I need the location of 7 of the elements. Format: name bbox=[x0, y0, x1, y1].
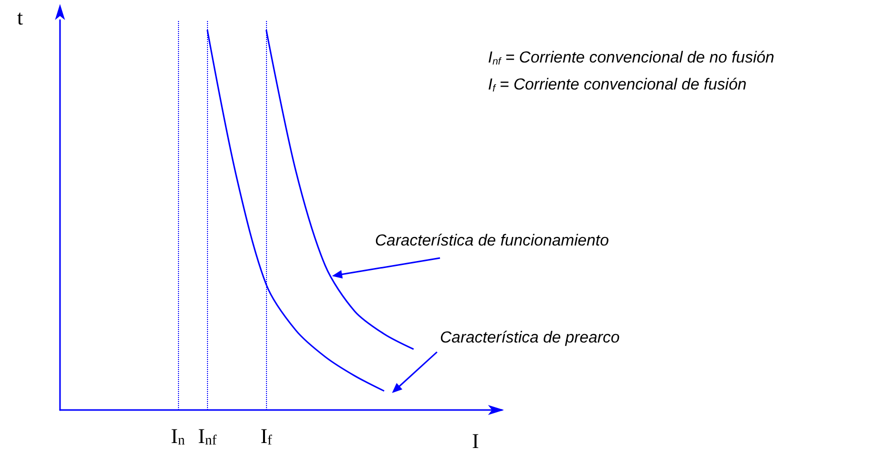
x-tick-label: Inf bbox=[198, 424, 217, 448]
annotation: Característica de funcionamiento bbox=[375, 232, 609, 250]
y-axis-title: t bbox=[17, 6, 24, 30]
x-tick-label: If bbox=[260, 424, 272, 448]
x-axis-title: I bbox=[472, 429, 479, 453]
annotation: Característica de prearco bbox=[440, 330, 620, 346]
x-tick-label: In bbox=[170, 424, 185, 448]
